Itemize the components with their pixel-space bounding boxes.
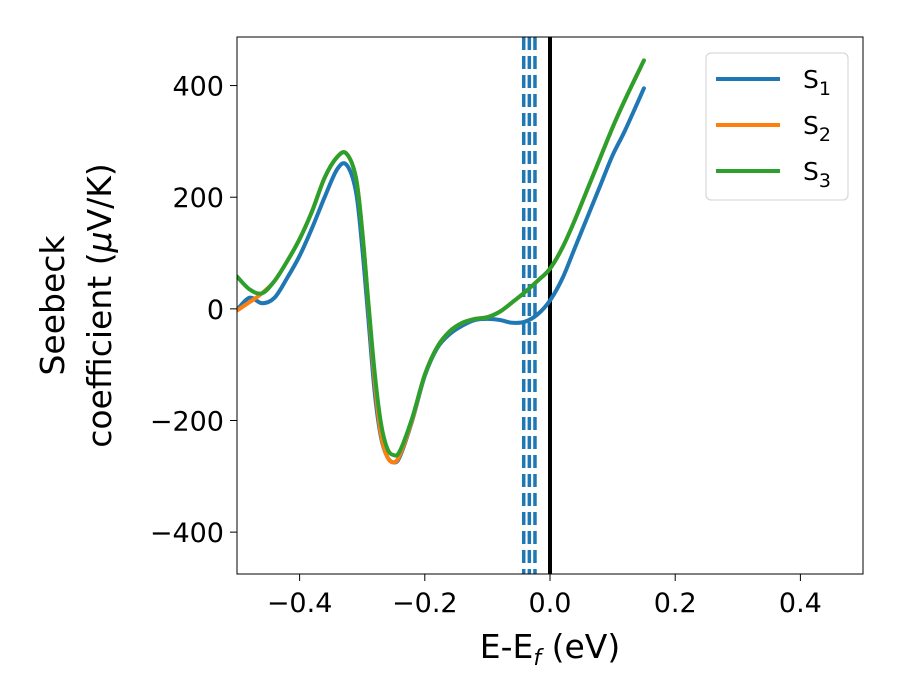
y-tick-label: 0 [207,295,224,326]
y-axis-label-line2: coefficient (μV/K) [80,163,119,448]
y-tick-label: 400 [172,72,224,103]
y-tick-label: −200 [150,406,224,437]
legend-label-s2: S2 [803,111,831,146]
series-line-s3 [237,58,646,458]
x-tick-label: −0.2 [392,588,458,619]
x-axis-label: E-Ef (eV) [480,627,620,671]
y-axis-label-line1: Seebeck [33,235,72,376]
x-tick-label: −0.4 [267,588,333,619]
x-tick-label: 0.2 [654,588,697,619]
data-layer [237,37,646,574]
legend-label-s3: S3 [803,157,831,192]
x-axis: −0.4 −0.2 0.0 0.2 0.4 [267,574,822,619]
legend: S1 S2 S3 [705,52,849,201]
y-tick-label: −400 [150,518,224,549]
y-tick-label: 200 [172,183,224,214]
x-tick-label: 0.0 [529,588,572,619]
series-line-s1 [237,86,646,465]
x-tick-label: 0.4 [779,588,822,619]
y-axis: −400 −200 0 200 400 [150,72,237,549]
legend-label-s1: S1 [803,65,831,100]
y-axis-label: Seebeck coefficient (μV/K) [33,163,119,448]
